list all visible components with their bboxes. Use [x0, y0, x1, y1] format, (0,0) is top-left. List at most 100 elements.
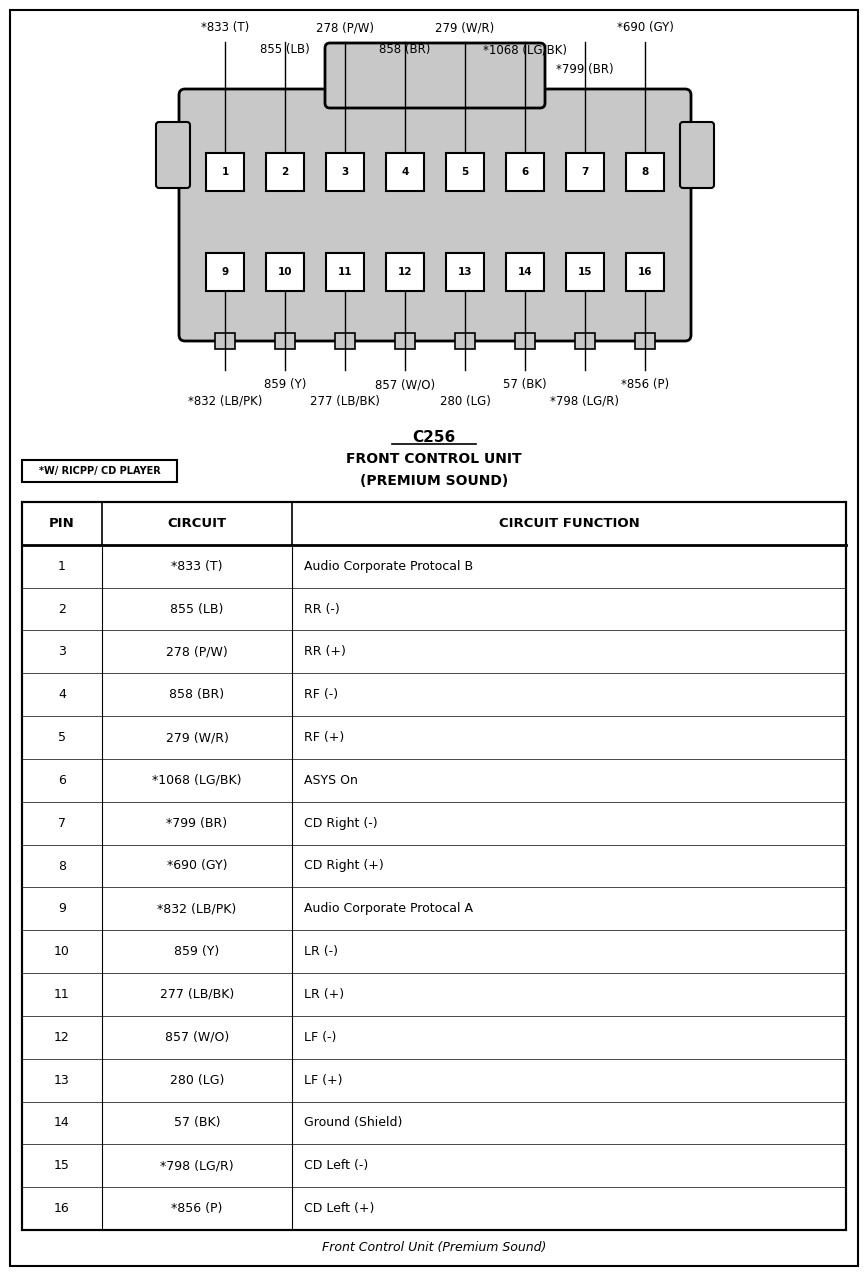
Text: FRONT CONTROL UNIT: FRONT CONTROL UNIT: [346, 452, 522, 466]
Text: Audio Corporate Protocal B: Audio Corporate Protocal B: [304, 560, 473, 573]
Text: CD Left (-): CD Left (-): [304, 1160, 368, 1173]
Text: *798 (LG/R): *798 (LG/R): [161, 1160, 233, 1173]
FancyBboxPatch shape: [156, 122, 190, 188]
Bar: [626, 253, 664, 291]
Bar: [566, 153, 604, 191]
Text: 15: 15: [54, 1160, 70, 1173]
Text: 859 (Y): 859 (Y): [174, 946, 220, 958]
Text: 859 (Y): 859 (Y): [264, 378, 306, 390]
Text: *1068 (LG/BK): *1068 (LG/BK): [483, 43, 567, 56]
Text: 3: 3: [58, 646, 66, 658]
Text: 857 (W/O): 857 (W/O): [375, 378, 435, 390]
Bar: [446, 253, 484, 291]
Bar: [215, 333, 235, 350]
Bar: [626, 153, 664, 191]
Bar: [266, 253, 304, 291]
Text: 9: 9: [221, 267, 228, 277]
Text: 6: 6: [522, 167, 529, 177]
Text: 57 (BK): 57 (BK): [174, 1116, 220, 1129]
Text: *832 (LB/PK): *832 (LB/PK): [187, 396, 262, 408]
Text: 5: 5: [462, 167, 469, 177]
Text: 57 (BK): 57 (BK): [503, 378, 547, 390]
Bar: [266, 153, 304, 191]
Text: CIRCUIT FUNCTION: CIRCUIT FUNCTION: [498, 517, 640, 530]
Text: 277 (LB/BK): 277 (LB/BK): [160, 988, 234, 1000]
Bar: [206, 153, 244, 191]
Text: 14: 14: [517, 267, 532, 277]
Text: 1: 1: [58, 560, 66, 573]
Text: 10: 10: [278, 267, 293, 277]
Text: 12: 12: [54, 1031, 70, 1044]
Text: *690 (GY): *690 (GY): [167, 860, 227, 873]
Text: 8: 8: [58, 860, 66, 873]
Text: 6: 6: [58, 773, 66, 787]
Bar: [506, 253, 544, 291]
Text: 7: 7: [582, 167, 589, 177]
Text: *832 (LB/PK): *832 (LB/PK): [157, 902, 237, 915]
Text: RF (+): RF (+): [304, 731, 345, 744]
Text: 3: 3: [341, 167, 349, 177]
Text: *833 (T): *833 (T): [171, 560, 223, 573]
Text: RR (-): RR (-): [304, 602, 339, 615]
Text: 855 (LB): 855 (LB): [170, 602, 224, 615]
Text: 14: 14: [54, 1116, 70, 1129]
Text: 13: 13: [457, 267, 472, 277]
Text: 857 (W/O): 857 (W/O): [165, 1031, 229, 1044]
Text: 7: 7: [58, 817, 66, 829]
Text: Audio Corporate Protocal A: Audio Corporate Protocal A: [304, 902, 473, 915]
Bar: [455, 333, 475, 350]
Text: ASYS On: ASYS On: [304, 773, 358, 787]
Text: 12: 12: [398, 267, 412, 277]
Text: 277 (LB/BK): 277 (LB/BK): [310, 396, 380, 408]
Text: 278 (P/W): 278 (P/W): [316, 22, 374, 34]
Text: *799 (BR): *799 (BR): [556, 64, 614, 77]
Text: 858 (BR): 858 (BR): [169, 688, 225, 702]
Text: 4: 4: [58, 688, 66, 702]
Text: CD Right (-): CD Right (-): [304, 817, 378, 829]
Text: 280 (LG): 280 (LG): [170, 1073, 224, 1087]
Text: *1068 (LG/BK): *1068 (LG/BK): [152, 773, 242, 787]
Bar: [206, 253, 244, 291]
Bar: [275, 333, 295, 350]
FancyBboxPatch shape: [179, 89, 691, 341]
Text: RR (+): RR (+): [304, 646, 345, 658]
FancyBboxPatch shape: [325, 43, 545, 108]
Text: LR (-): LR (-): [304, 946, 338, 958]
Text: LF (+): LF (+): [304, 1073, 343, 1087]
Text: 9: 9: [58, 902, 66, 915]
Text: 1: 1: [221, 167, 228, 177]
Text: (PREMIUM SOUND): (PREMIUM SOUND): [360, 473, 508, 487]
Text: C256: C256: [412, 430, 456, 445]
Text: Ground (Shield): Ground (Shield): [304, 1116, 403, 1129]
Bar: [335, 333, 355, 350]
Bar: [386, 253, 424, 291]
Bar: [575, 333, 595, 350]
Bar: [22, 501, 846, 1230]
Text: LF (-): LF (-): [304, 1031, 337, 1044]
Text: 4: 4: [401, 167, 409, 177]
Text: 279 (W/R): 279 (W/R): [436, 22, 495, 34]
Bar: [566, 253, 604, 291]
Text: *856 (P): *856 (P): [171, 1202, 223, 1215]
Text: 15: 15: [578, 267, 592, 277]
Text: *798 (LG/R): *798 (LG/R): [550, 396, 620, 408]
Text: Front Control Unit (Premium Sound): Front Control Unit (Premium Sound): [322, 1242, 546, 1254]
Text: RF (-): RF (-): [304, 688, 339, 702]
Text: 855 (LB): 855 (LB): [260, 43, 310, 56]
Text: *856 (P): *856 (P): [621, 378, 669, 390]
Text: *833 (T): *833 (T): [201, 22, 249, 34]
Text: *799 (BR): *799 (BR): [167, 817, 227, 829]
Bar: [326, 253, 364, 291]
Bar: [446, 153, 484, 191]
Bar: [515, 333, 535, 350]
Text: 16: 16: [638, 267, 652, 277]
FancyBboxPatch shape: [680, 122, 714, 188]
Text: 858 (BR): 858 (BR): [379, 43, 431, 56]
Text: 11: 11: [54, 988, 70, 1000]
Text: *W/ RICPP/ CD PLAYER: *W/ RICPP/ CD PLAYER: [38, 466, 161, 476]
Text: LR (+): LR (+): [304, 988, 344, 1000]
Text: *690 (GY): *690 (GY): [616, 22, 674, 34]
Text: 16: 16: [54, 1202, 70, 1215]
Text: CD Left (+): CD Left (+): [304, 1202, 374, 1215]
Text: 280 (LG): 280 (LG): [439, 396, 490, 408]
